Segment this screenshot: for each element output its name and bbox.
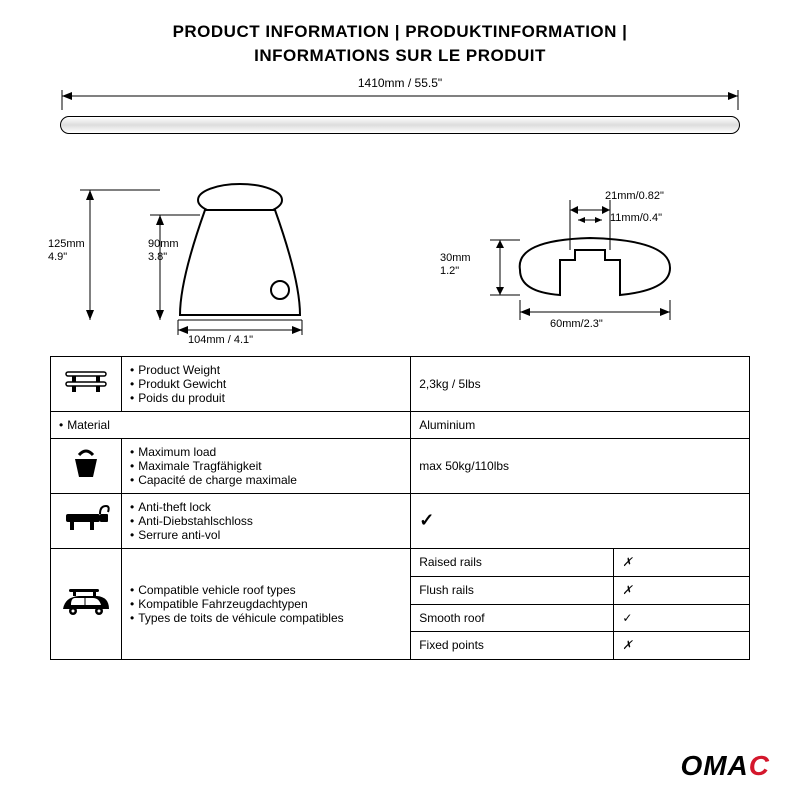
- profile-inner: 11mm/0.4": [610, 212, 662, 225]
- profile-width: 60mm/2.3": [550, 318, 603, 331]
- weight-bars-icon: [51, 356, 122, 411]
- load-labels: Maximum load Maximale Tragfähigkeit Capa…: [122, 438, 411, 493]
- title-line-1: PRODUCT INFORMATION | PRODUKTINFORMATION…: [30, 20, 770, 44]
- page-title: PRODUCT INFORMATION | PRODUKTINFORMATION…: [30, 20, 770, 68]
- length-diagram: 1410mm / 55.5": [60, 80, 740, 150]
- profile-slot: 21mm/0.82": [605, 190, 664, 203]
- title-line-2: INFORMATIONS SUR LE PRODUIT: [30, 44, 770, 68]
- roof-mark: ✗: [614, 631, 749, 659]
- length-label: 1410mm / 55.5": [352, 76, 448, 90]
- table-row: Maximum load Maximale Tragfähigkeit Capa…: [51, 438, 750, 493]
- roof-subtable: Raised rails✗ Flush rails✗ Smooth roof✓ …: [411, 548, 750, 659]
- roof-mark: ✗: [614, 549, 749, 577]
- brand-logo: OMAC: [680, 750, 770, 782]
- brand-red: C: [749, 750, 770, 781]
- lock-icon: [51, 493, 122, 548]
- profile-height: 30mm 1.2": [440, 252, 471, 278]
- car-icon: [51, 548, 122, 659]
- foot-h-outer: 125mm 4.9": [48, 238, 85, 264]
- weight-value: 2,3kg / 5lbs: [411, 356, 750, 411]
- foot-h-inner: 90mm 3.8": [148, 238, 179, 264]
- kettlebell-icon: [51, 438, 122, 493]
- roof-mark: ✓: [614, 604, 749, 631]
- mid-diagrams: 125mm 4.9" 90mm 3.8" 104mm / 4.1": [60, 160, 740, 340]
- load-value: max 50kg/110lbs: [411, 438, 750, 493]
- roof-type: Flush rails: [411, 576, 614, 604]
- table-row: Material Aluminium: [51, 411, 750, 438]
- lock-labels: Anti-theft lock Anti-Diebstahlschloss Se…: [122, 493, 411, 548]
- spec-table: Product Weight Produkt Gewicht Poids du …: [50, 356, 750, 660]
- material-value: Aluminium: [411, 411, 750, 438]
- roof-mark: ✗: [614, 576, 749, 604]
- profile-diagram: 21mm/0.82" 11mm/0.4" 30mm 1.2" 60mm/2.3": [420, 160, 740, 340]
- roof-labels: Compatible vehicle roof types Kompatible…: [122, 548, 411, 659]
- foot-width: 104mm / 4.1": [188, 334, 253, 347]
- table-row: Product Weight Produkt Gewicht Poids du …: [51, 356, 750, 411]
- roof-type: Raised rails: [411, 549, 614, 577]
- foot-diagram: 125mm 4.9" 90mm 3.8" 104mm / 4.1": [60, 160, 380, 340]
- crossbar-shape: [60, 116, 740, 134]
- table-row: Anti-theft lock Anti-Diebstahlschloss Se…: [51, 493, 750, 548]
- roof-type: Smooth roof: [411, 604, 614, 631]
- roof-type: Fixed points: [411, 631, 614, 659]
- weight-labels: Product Weight Produkt Gewicht Poids du …: [122, 356, 411, 411]
- table-row: Compatible vehicle roof types Kompatible…: [51, 548, 750, 659]
- brand-pre: OMA: [680, 750, 748, 781]
- material-label: Material: [51, 411, 411, 438]
- lock-value: ✓: [411, 493, 750, 548]
